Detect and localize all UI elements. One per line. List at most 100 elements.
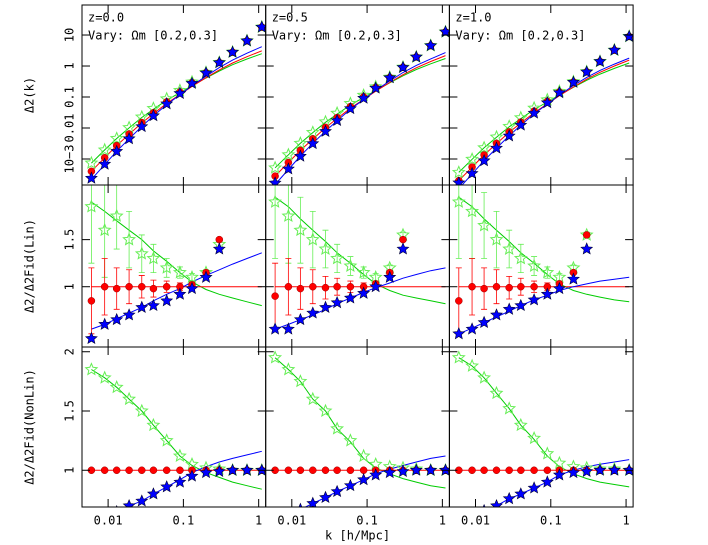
point — [465, 322, 479, 335]
point — [540, 287, 554, 300]
point — [514, 487, 528, 500]
point — [199, 465, 213, 479]
point — [306, 496, 320, 507]
point — [514, 298, 528, 312]
error-bar — [150, 243, 157, 273]
point — [383, 71, 397, 84]
point — [396, 464, 410, 477]
point — [465, 358, 480, 372]
point — [212, 55, 226, 69]
point — [530, 282, 538, 291]
point — [146, 298, 160, 312]
point — [212, 242, 226, 255]
point — [502, 491, 516, 505]
point — [468, 466, 476, 475]
point — [552, 455, 567, 470]
point — [357, 286, 371, 299]
model-line — [91, 201, 262, 307]
point — [455, 297, 463, 305]
point — [552, 468, 566, 481]
model-line — [274, 52, 446, 185]
point — [607, 43, 621, 56]
point — [489, 232, 504, 246]
point — [477, 140, 492, 154]
point — [343, 291, 357, 304]
point — [98, 157, 112, 170]
point — [439, 463, 450, 476]
point — [552, 270, 567, 284]
point — [146, 251, 161, 265]
point — [424, 38, 438, 52]
error-bar — [506, 229, 513, 269]
point — [268, 160, 283, 174]
point — [492, 282, 501, 291]
point — [502, 241, 517, 255]
point — [490, 141, 503, 154]
point — [268, 350, 283, 364]
error-bar — [481, 192, 488, 259]
point — [109, 380, 124, 394]
point — [84, 155, 99, 169]
point — [122, 132, 136, 145]
point — [580, 65, 594, 78]
point — [185, 469, 199, 482]
point — [172, 448, 187, 462]
point — [343, 258, 358, 272]
point — [540, 95, 554, 109]
point — [514, 118, 528, 131]
point — [199, 270, 213, 283]
point — [409, 50, 423, 63]
error-bar — [455, 185, 462, 259]
point — [138, 282, 146, 291]
point — [87, 297, 96, 305]
point — [452, 176, 466, 185]
error-bar — [334, 243, 341, 273]
point — [226, 45, 240, 58]
point — [465, 166, 479, 179]
point — [306, 306, 320, 319]
point — [490, 499, 503, 507]
point — [185, 76, 199, 89]
point — [97, 142, 112, 156]
point — [84, 331, 98, 345]
model-line — [91, 46, 263, 180]
point — [293, 149, 307, 162]
point — [215, 235, 224, 244]
point — [240, 34, 254, 47]
point — [527, 106, 541, 119]
point — [84, 171, 98, 184]
panel — [451, 350, 634, 507]
point — [333, 282, 341, 291]
point — [330, 113, 344, 127]
panel — [84, 362, 266, 507]
annotation: z=1.0 — [455, 11, 491, 25]
point — [319, 124, 332, 137]
point — [134, 246, 149, 260]
point — [281, 362, 296, 376]
point — [135, 300, 149, 313]
point — [306, 136, 320, 150]
error-bar — [297, 196, 304, 264]
point — [480, 466, 488, 475]
point — [112, 466, 121, 475]
error-bar — [285, 185, 292, 264]
point — [490, 308, 503, 321]
point — [552, 85, 566, 99]
point — [357, 91, 371, 104]
x-axis-label: k [h/Mpc] — [325, 529, 390, 543]
point — [502, 401, 517, 415]
x-tick-label: 0.01 — [277, 514, 306, 528]
error-bar — [138, 234, 145, 273]
point — [593, 54, 607, 67]
point — [125, 282, 133, 291]
model-line — [274, 196, 446, 305]
point — [343, 101, 357, 115]
error-bar — [517, 243, 524, 273]
point — [135, 494, 149, 507]
error-bar — [126, 210, 133, 269]
point — [84, 362, 99, 376]
point — [268, 176, 282, 185]
point — [582, 231, 591, 239]
point — [172, 265, 187, 279]
